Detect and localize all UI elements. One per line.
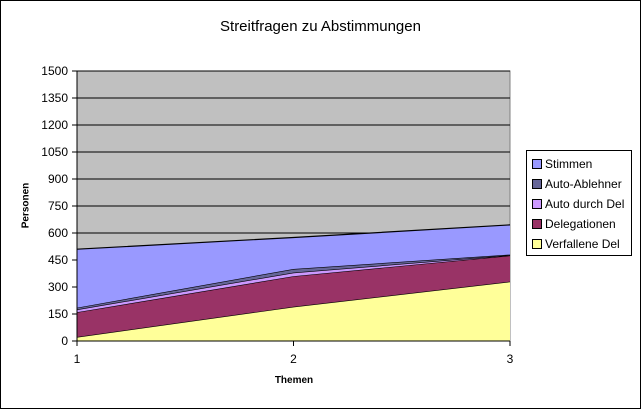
legend-swatch [532, 219, 542, 229]
svg-text:1500: 1500 [41, 64, 68, 78]
svg-text:0: 0 [61, 334, 68, 348]
legend-label: Delegationen [545, 217, 616, 231]
legend-label: Auto durch Del [545, 197, 625, 211]
legend-item-verfallene-del: Verfallene Del [532, 236, 620, 252]
area-series [77, 281, 510, 341]
svg-text:1: 1 [74, 352, 81, 366]
svg-text:900: 900 [48, 172, 68, 186]
legend: Stimmen Auto-Ablehner Auto durch Del Del… [526, 150, 632, 256]
legend-item-auto-durch-del: Auto durch Del [532, 196, 624, 212]
svg-text:1350: 1350 [41, 91, 68, 105]
svg-text:2: 2 [290, 352, 297, 366]
legend-label: Stimmen [545, 157, 593, 171]
legend-label: Verfallene Del [545, 237, 620, 251]
svg-text:450: 450 [48, 253, 68, 267]
legend-swatch [532, 199, 542, 209]
chart-title: Streitfragen zu Abstimmungen [220, 18, 421, 35]
legend-item-stimmen: Stimmen [532, 156, 592, 172]
svg-text:300: 300 [48, 280, 68, 294]
svg-text:1200: 1200 [41, 118, 68, 132]
legend-swatch [532, 159, 542, 169]
svg-text:3: 3 [507, 352, 514, 366]
legend-label: Auto-Ablehner [545, 177, 622, 191]
legend-swatch [532, 239, 542, 249]
x-axis-label: Themen [274, 375, 314, 386]
area-series [77, 255, 510, 338]
svg-text:1050: 1050 [41, 145, 68, 159]
legend-item-delegationen: Delegationen [532, 216, 616, 232]
svg-text:750: 750 [48, 199, 68, 213]
svg-text:150: 150 [48, 307, 68, 321]
svg-text:600: 600 [48, 226, 68, 240]
legend-item-auto-ablehner: Auto-Ablehner [532, 176, 622, 192]
area-series [77, 224, 510, 308]
y-axis-label: Personen [20, 182, 32, 229]
legend-swatch [532, 179, 542, 189]
